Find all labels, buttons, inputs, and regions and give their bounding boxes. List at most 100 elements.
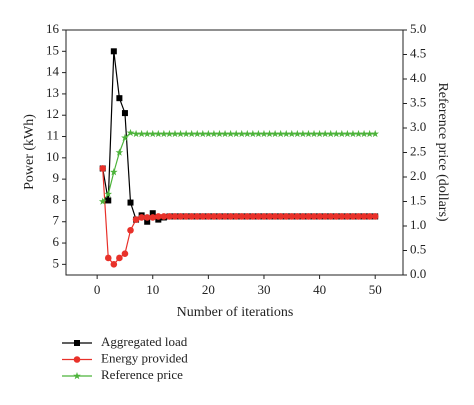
marker <box>104 254 112 262</box>
marker <box>193 129 202 138</box>
marker <box>110 261 118 268</box>
marker <box>127 199 134 206</box>
marker <box>366 213 373 220</box>
marker <box>282 129 291 138</box>
plot-frame <box>65 29 404 276</box>
y2-tick-label: 3.0 <box>410 119 426 134</box>
marker <box>276 129 285 138</box>
marker <box>98 197 107 205</box>
marker <box>105 197 112 204</box>
marker <box>238 213 246 220</box>
marker <box>304 129 313 138</box>
marker <box>99 165 107 172</box>
marker <box>338 213 346 220</box>
marker <box>160 213 168 220</box>
marker <box>221 213 229 220</box>
marker <box>305 213 312 220</box>
marker <box>132 216 140 223</box>
x-tick-label: 0 <box>94 282 101 297</box>
marker <box>332 129 341 138</box>
y-tick-label: 8 <box>53 191 60 206</box>
y2-axis-label: Reference price (dollars) <box>435 82 450 221</box>
marker <box>127 226 134 234</box>
marker <box>138 214 145 221</box>
marker <box>126 128 135 137</box>
marker <box>210 129 218 138</box>
marker <box>110 168 118 176</box>
legend-marker <box>74 340 80 346</box>
marker <box>321 129 329 138</box>
x-tick-label: 50 <box>369 282 382 297</box>
y-tick-label: 16 <box>46 21 60 36</box>
marker <box>343 129 352 138</box>
marker <box>221 129 229 138</box>
marker <box>371 213 379 220</box>
marker <box>121 250 129 257</box>
y2-tick-label: 0.0 <box>410 266 426 281</box>
marker <box>265 129 274 138</box>
marker <box>232 213 240 220</box>
marker <box>365 129 374 138</box>
marker <box>215 129 224 138</box>
legend-marker <box>73 356 81 363</box>
marker <box>288 213 296 220</box>
marker <box>282 213 290 220</box>
marker <box>360 129 368 138</box>
marker <box>227 213 234 220</box>
marker <box>321 213 329 220</box>
marker <box>210 213 218 220</box>
y2-tick-label: 5.0 <box>410 21 426 36</box>
marker <box>149 210 156 217</box>
legend-label: Aggregated load <box>101 334 188 349</box>
marker <box>110 48 117 55</box>
y2-tick-label: 0.5 <box>410 241 426 256</box>
marker <box>354 129 363 138</box>
marker <box>310 129 318 138</box>
marker <box>266 213 273 220</box>
marker <box>116 95 123 102</box>
y-tick-label: 13 <box>46 85 59 100</box>
marker <box>349 213 357 220</box>
marker <box>294 213 301 220</box>
x-axis-label: Number of iterations <box>177 305 294 320</box>
marker <box>187 129 196 138</box>
marker <box>166 213 173 220</box>
marker <box>171 213 179 220</box>
marker <box>349 129 357 138</box>
marker <box>149 214 157 221</box>
marker <box>332 213 340 220</box>
marker <box>160 129 168 138</box>
marker <box>249 213 257 220</box>
marker <box>271 213 279 220</box>
x-tick-label: 30 <box>257 282 270 297</box>
y2-tick-label: 4.0 <box>410 70 426 85</box>
y2-tick-label: 2.0 <box>410 168 426 183</box>
y2-tick-label: 1.0 <box>410 217 426 232</box>
legend-label: Reference price <box>101 367 183 382</box>
marker <box>260 129 268 138</box>
y-tick-label: 5 <box>53 255 60 270</box>
marker <box>144 218 151 225</box>
marker <box>299 129 307 138</box>
marker <box>271 129 279 138</box>
marker <box>255 213 262 220</box>
marker <box>121 110 128 117</box>
y2-tick-label: 2.5 <box>410 143 426 158</box>
marker <box>171 129 179 138</box>
y-tick-label: 11 <box>46 128 59 143</box>
marker <box>327 213 335 220</box>
marker <box>155 213 162 220</box>
marker <box>287 129 296 138</box>
marker <box>254 129 263 138</box>
marker <box>143 214 151 221</box>
marker <box>216 213 223 220</box>
x-tick-label: 10 <box>146 282 159 297</box>
y-tick-label: 12 <box>46 106 59 121</box>
y-tick-label: 7 <box>53 213 60 228</box>
series-line <box>102 132 376 202</box>
marker <box>177 213 184 220</box>
marker <box>315 129 324 138</box>
legend-marker <box>73 372 81 380</box>
marker <box>232 129 240 138</box>
